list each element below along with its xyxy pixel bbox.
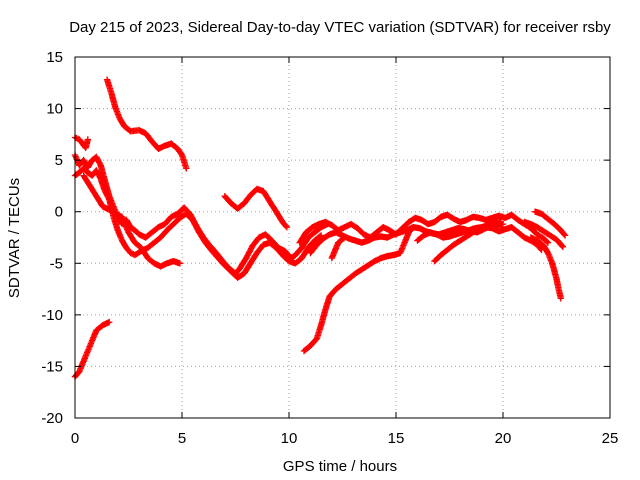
chart-title: Day 215 of 2023, Sidereal Day-to-day VTE… [69,19,611,36]
data-series [71,76,569,380]
series-markers [80,172,184,270]
series-arc-6 [80,172,184,270]
tick-labels: 0 5 10 15 20 25 15 10 5 0 -5 -10 -15 -20 [41,49,618,447]
x-tick-label: 15 [388,430,405,447]
y-tick-label: -20 [41,410,63,427]
y-axis-title: SDTVAR / TECUs [6,178,23,298]
series-markers [296,211,552,246]
series-arc-13 [414,218,505,244]
axis-ticks [74,56,611,419]
y-tick-label: 10 [46,101,63,118]
series-arc-8 [300,224,417,355]
series-arc-15 [531,208,569,239]
series-arc-14 [527,234,564,302]
series-markers [521,218,567,250]
y-tick-label: -15 [41,358,63,375]
series-arc-11 [328,234,348,262]
x-tick-label: 5 [178,430,186,447]
plot-frame [74,56,611,419]
y-tick-label: 15 [46,49,63,66]
x-axis-title: GPS time / hours [283,458,397,475]
x-tick-label: 20 [495,430,512,447]
series-markers [414,218,505,244]
x-tick-label: 25 [602,430,619,447]
series-arc-9 [296,211,552,246]
series-markers [103,76,190,172]
series-markers [527,234,564,302]
y-tick-label: 0 [55,204,63,221]
x-tick-label: 0 [71,430,79,447]
y-tick-label: 5 [55,152,63,169]
series-arc-7 [221,185,291,231]
x-tick-label: 10 [281,430,298,447]
series-markers [531,208,569,239]
series-arc-2 [103,76,190,172]
series-arc-16 [521,218,567,250]
series-markers [300,224,417,355]
series-markers [221,185,291,231]
y-tick-label: -5 [50,255,63,272]
y-tick-label: -10 [41,307,63,324]
series-markers [328,234,348,262]
